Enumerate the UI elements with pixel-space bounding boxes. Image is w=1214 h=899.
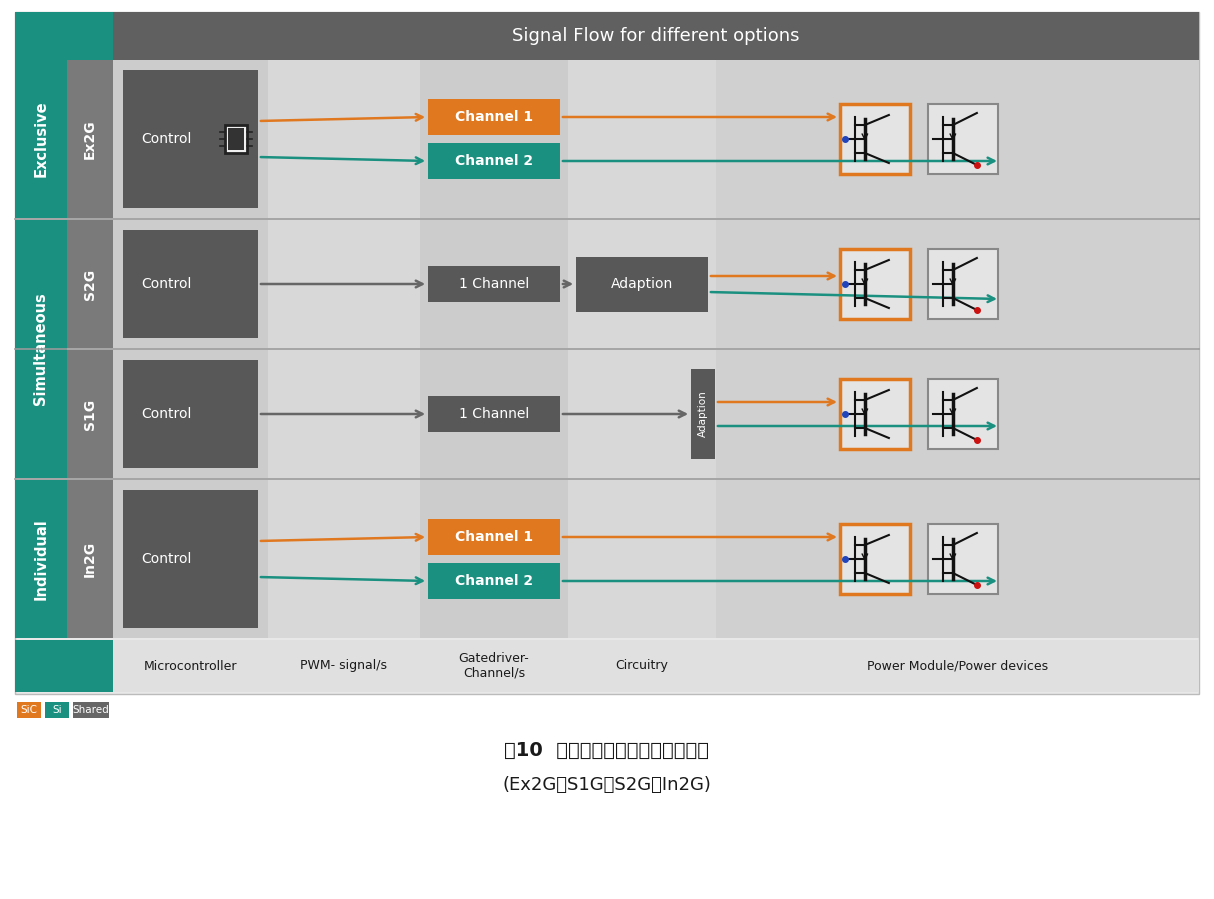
- Bar: [927, 104, 998, 174]
- Bar: [429, 266, 560, 302]
- Bar: [568, 60, 716, 218]
- Text: Gatedriver-
Channel/s: Gatedriver- Channel/s: [459, 652, 529, 680]
- Bar: [429, 396, 560, 432]
- Bar: [927, 249, 998, 319]
- Bar: [691, 369, 715, 459]
- Text: Signal Flow for different options: Signal Flow for different options: [512, 27, 800, 45]
- Bar: [73, 702, 109, 718]
- Bar: [716, 60, 1199, 218]
- Bar: [429, 143, 560, 179]
- Bar: [113, 480, 268, 638]
- Bar: [927, 524, 998, 594]
- Bar: [268, 60, 420, 218]
- Text: Circuitry: Circuitry: [615, 660, 669, 672]
- Bar: [840, 379, 909, 449]
- Bar: [575, 256, 708, 311]
- Text: 1 Channel: 1 Channel: [459, 277, 529, 291]
- Text: PWM- signal/s: PWM- signal/s: [301, 660, 387, 672]
- Bar: [45, 702, 69, 718]
- Bar: [429, 99, 560, 135]
- Text: In2G: In2G: [83, 541, 97, 577]
- Text: 1 Channel: 1 Channel: [459, 407, 529, 421]
- Bar: [113, 12, 1199, 60]
- Bar: [123, 490, 259, 628]
- Bar: [15, 12, 1199, 694]
- Bar: [268, 350, 420, 478]
- Bar: [15, 12, 113, 60]
- Bar: [840, 249, 909, 319]
- Bar: [67, 60, 113, 218]
- Text: Individual: Individual: [34, 518, 49, 600]
- Text: Power Module/Power devices: Power Module/Power devices: [867, 660, 1048, 672]
- Bar: [420, 480, 568, 638]
- Bar: [67, 350, 113, 478]
- Bar: [568, 220, 716, 348]
- Bar: [228, 128, 244, 150]
- Bar: [123, 360, 259, 468]
- Text: Adaption: Adaption: [698, 391, 708, 438]
- Bar: [15, 480, 67, 638]
- Text: Simultaneous: Simultaneous: [34, 293, 49, 405]
- Bar: [568, 350, 716, 478]
- Bar: [113, 60, 268, 218]
- Bar: [840, 104, 909, 174]
- Bar: [113, 350, 268, 478]
- Text: Shared: Shared: [73, 705, 109, 715]
- Text: Channel 1: Channel 1: [455, 530, 533, 544]
- Text: Si: Si: [52, 705, 62, 715]
- Bar: [420, 350, 568, 478]
- Bar: [420, 220, 568, 348]
- Bar: [67, 220, 113, 348]
- Bar: [840, 524, 909, 594]
- Text: (Ex2G、S1G、S2G、In2G): (Ex2G、S1G、S2G、In2G): [503, 776, 711, 794]
- Bar: [429, 563, 560, 599]
- Bar: [268, 480, 420, 638]
- Bar: [268, 220, 420, 348]
- Bar: [67, 480, 113, 638]
- Text: 图10  融合技术的不同驱动控制策略: 图10 融合技术的不同驱动控制策略: [505, 741, 709, 760]
- Bar: [15, 640, 113, 692]
- Bar: [568, 480, 716, 638]
- Bar: [429, 519, 560, 555]
- Bar: [123, 230, 259, 338]
- Text: Control: Control: [141, 132, 192, 146]
- Bar: [927, 379, 998, 449]
- Text: Channel 2: Channel 2: [455, 154, 533, 168]
- Bar: [15, 220, 67, 478]
- Text: Channel 1: Channel 1: [455, 110, 533, 124]
- Bar: [420, 60, 568, 218]
- Bar: [716, 480, 1199, 638]
- Text: S2G: S2G: [83, 269, 97, 299]
- Text: Control: Control: [141, 277, 192, 291]
- Bar: [15, 640, 1199, 692]
- Bar: [17, 702, 41, 718]
- Text: Adaption: Adaption: [611, 277, 673, 291]
- Text: Ex2G: Ex2G: [83, 120, 97, 159]
- Bar: [716, 220, 1199, 348]
- Bar: [716, 350, 1199, 478]
- Bar: [15, 60, 67, 218]
- Bar: [123, 70, 259, 208]
- Text: Channel 2: Channel 2: [455, 574, 533, 588]
- Text: Microcontroller: Microcontroller: [143, 660, 237, 672]
- Text: Exclusive: Exclusive: [34, 101, 49, 177]
- Bar: [225, 125, 246, 153]
- Text: S1G: S1G: [83, 398, 97, 430]
- Text: Control: Control: [141, 407, 192, 421]
- Text: SiC: SiC: [21, 705, 38, 715]
- Text: Control: Control: [141, 552, 192, 566]
- Bar: [113, 220, 268, 348]
